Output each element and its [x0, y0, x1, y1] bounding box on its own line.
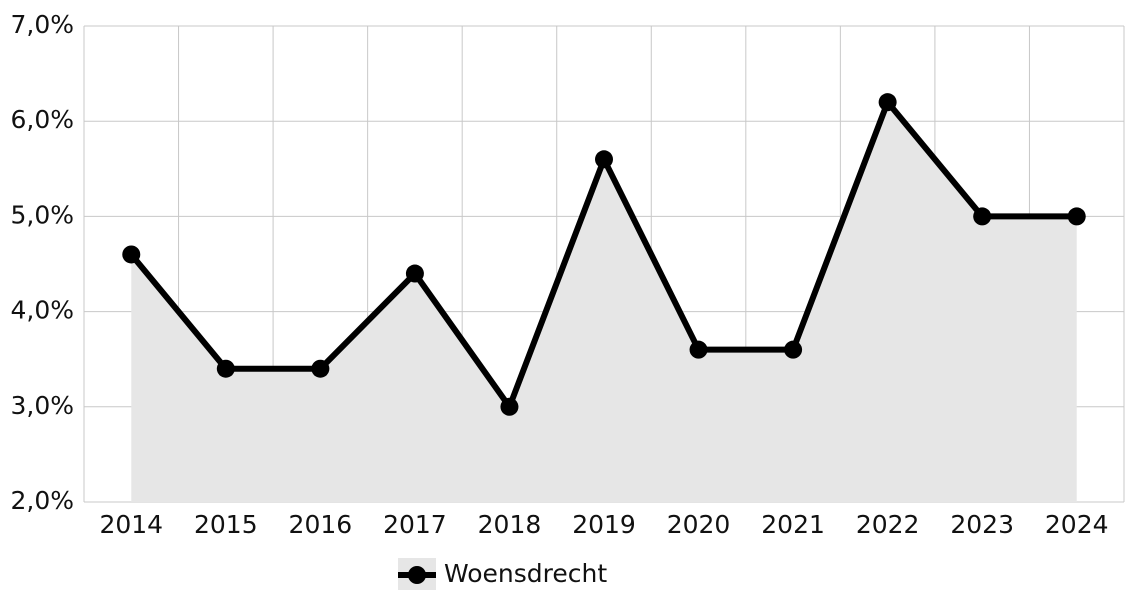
legend-label: Woensdrecht [444, 559, 607, 588]
x-tick-label: 2023 [950, 510, 1014, 539]
point [405, 264, 424, 283]
point [1067, 207, 1086, 226]
point [122, 245, 141, 264]
legend-marker [408, 566, 426, 584]
y-tick-label: 6,0% [10, 105, 74, 134]
x-tick-label: 2024 [1045, 510, 1109, 539]
y-tick-label: 2,0% [10, 486, 74, 515]
point [973, 207, 992, 226]
point [311, 359, 330, 378]
y-tick-label: 4,0% [10, 296, 74, 325]
point [689, 340, 708, 359]
y-tick-label: 7,0% [10, 10, 74, 39]
y-tick-label: 3,0% [10, 391, 74, 420]
y-tick-label: 5,0% [10, 200, 74, 229]
x-tick-label: 2016 [289, 510, 353, 539]
point [878, 93, 897, 112]
x-tick-label: 2021 [761, 510, 825, 539]
x-tick-label: 2020 [667, 510, 731, 539]
point [784, 340, 803, 359]
x-tick-label: 2019 [572, 510, 636, 539]
x-tick-label: 2015 [194, 510, 258, 539]
x-tick-label: 2017 [383, 510, 447, 539]
area [131, 102, 1077, 502]
point [216, 359, 235, 378]
point [500, 397, 519, 416]
x-tick-label: 2022 [856, 510, 920, 539]
x-tick-label: 2018 [478, 510, 542, 539]
x-tick-label: 2014 [99, 510, 163, 539]
point [595, 150, 613, 169]
